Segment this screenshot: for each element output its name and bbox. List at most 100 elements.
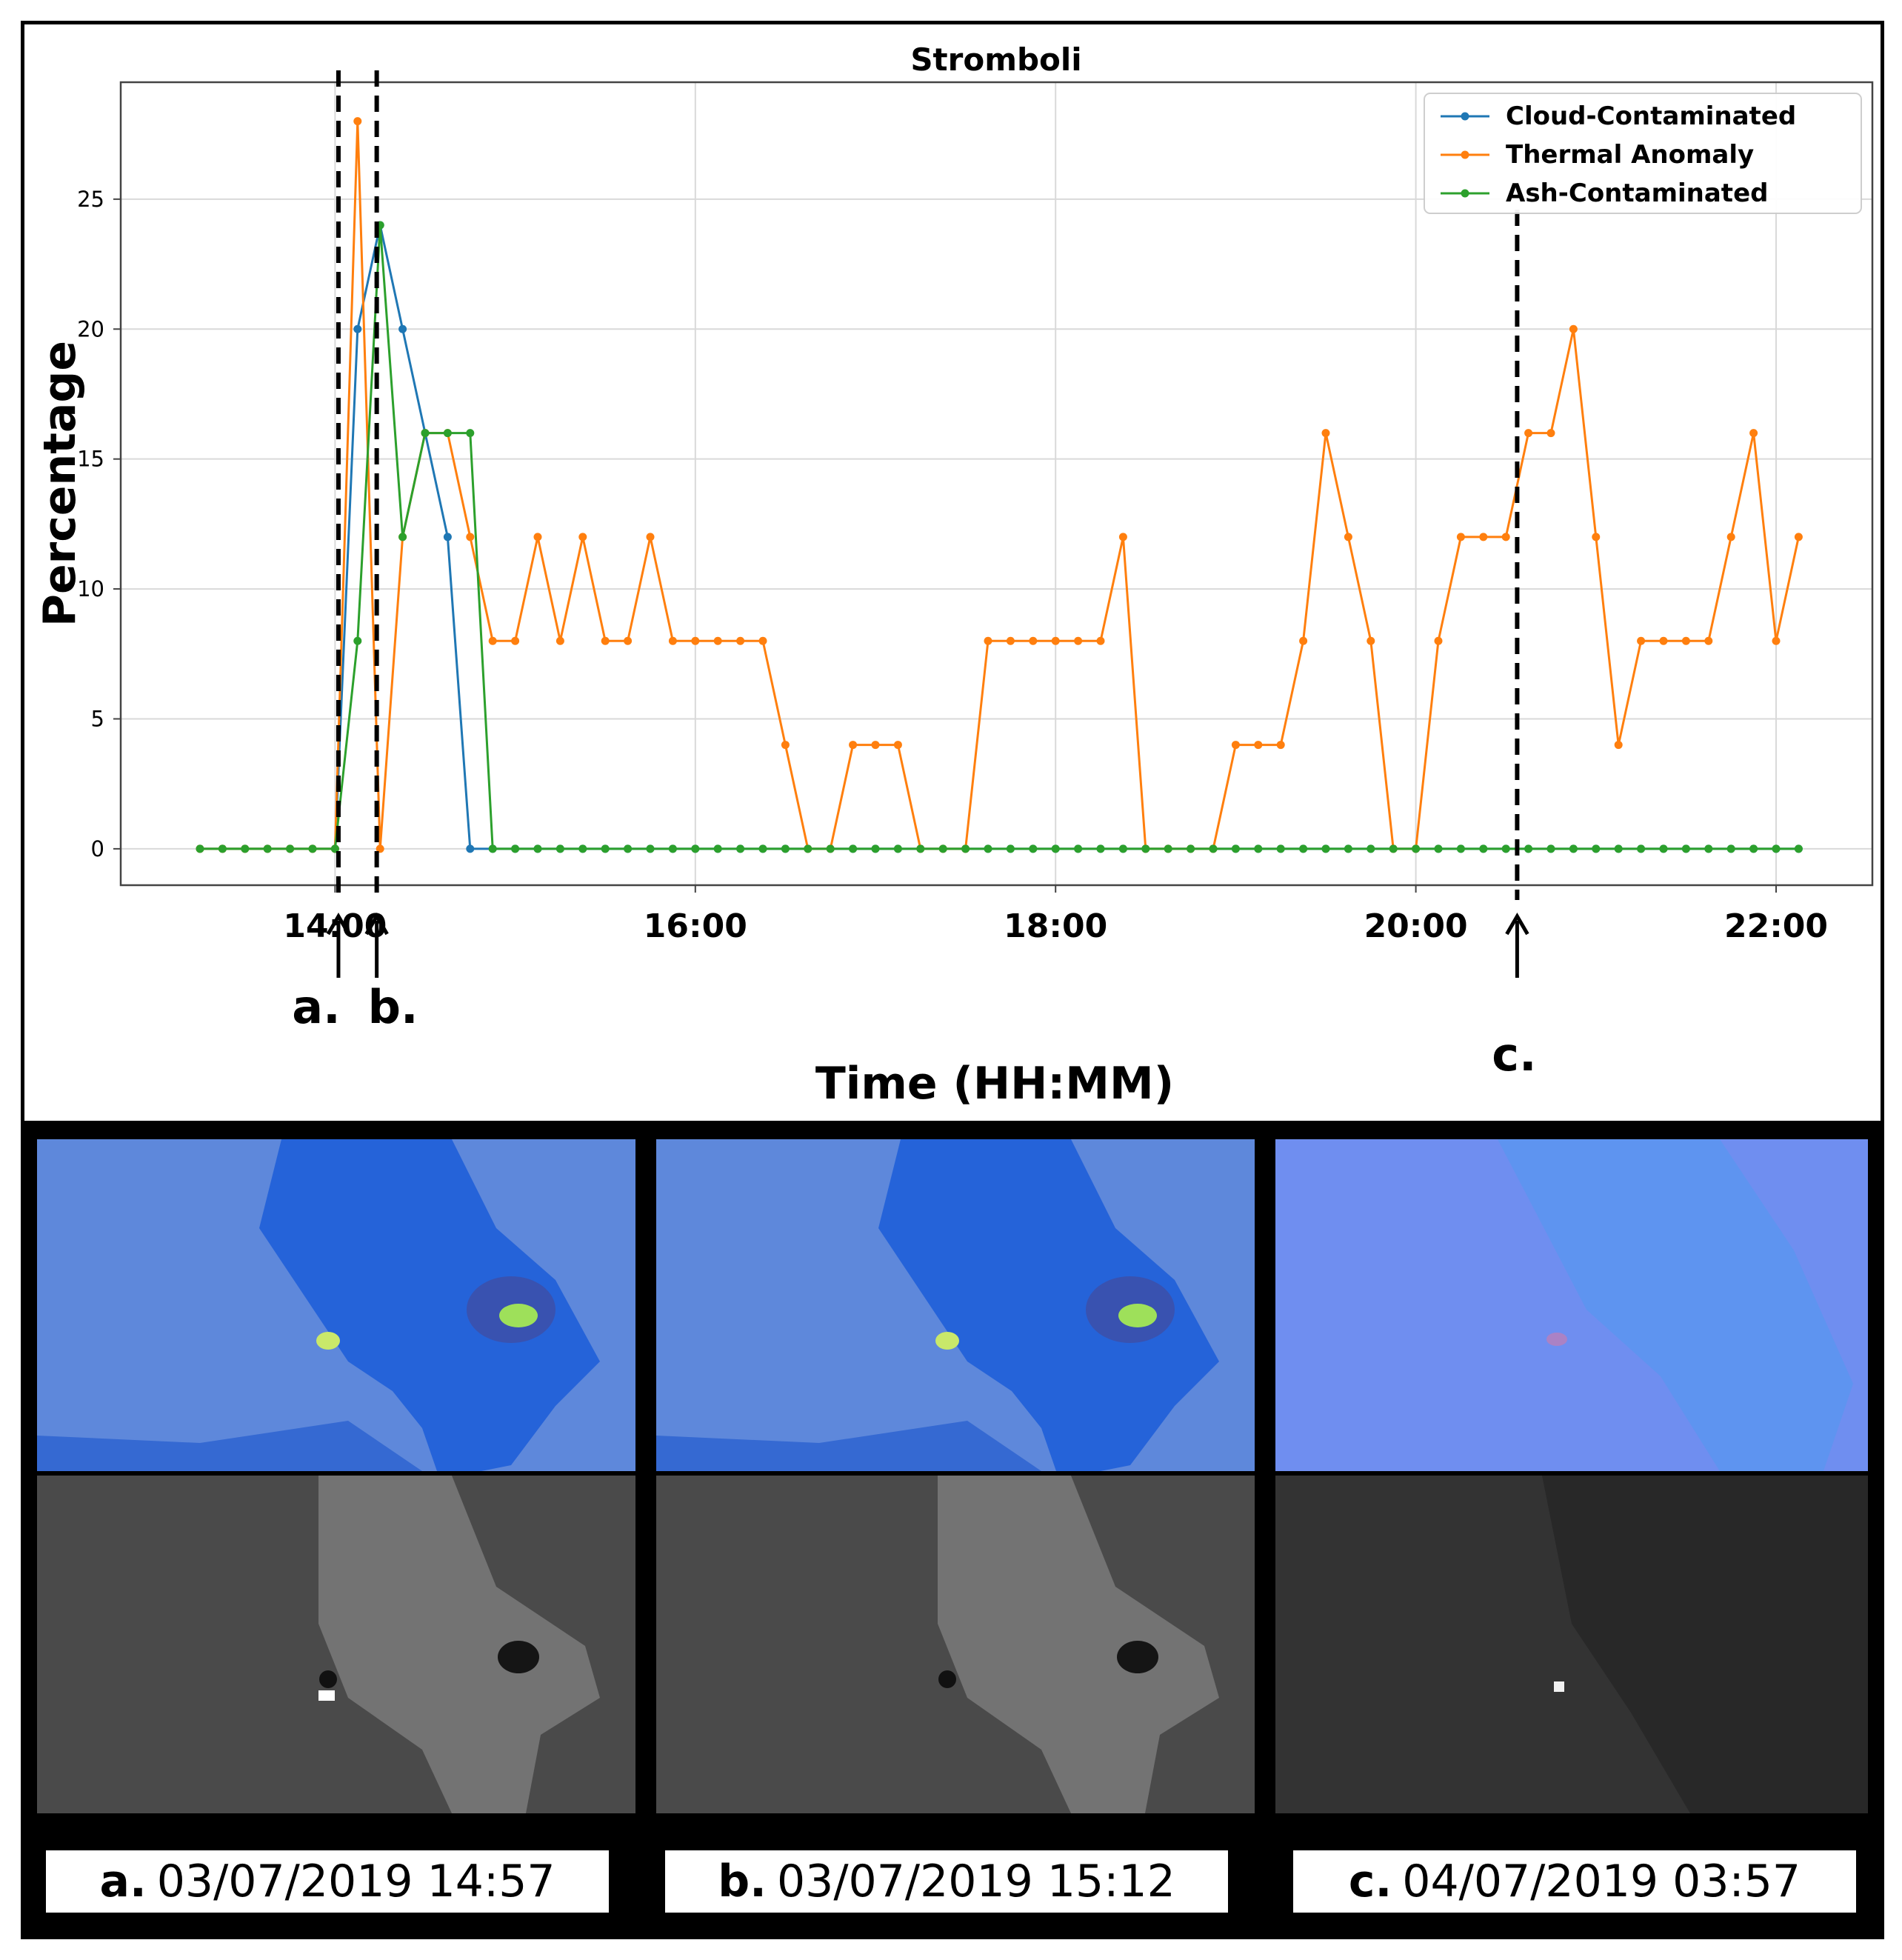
y-axis-label: Percentage	[34, 341, 86, 627]
caption-c: c. 04/07/2019 03:57	[1293, 1850, 1856, 1913]
image-background	[1275, 1139, 1868, 1471]
line-chart: 051015202514:0016:0018:0020:0022:0000:00…	[34, 41, 1874, 1110]
green-patch	[1118, 1304, 1157, 1327]
data-point	[1029, 844, 1038, 853]
data-point	[1006, 636, 1015, 645]
data-point	[1051, 636, 1060, 645]
data-point	[758, 636, 767, 645]
caption-a-time: 03/07/2019 14:57	[156, 1856, 555, 1907]
x-tick-label: 22:00	[1724, 907, 1828, 945]
legend-entry: Cloud-Contaminated	[1506, 101, 1796, 131]
data-point	[1524, 429, 1533, 438]
x-tick-label: 20:00	[1364, 907, 1468, 945]
data-point	[1051, 844, 1060, 853]
data-point	[1187, 844, 1195, 853]
data-point	[1344, 533, 1352, 541]
data-point	[1096, 844, 1105, 853]
data-point	[1231, 844, 1240, 853]
marker-label: b.	[368, 980, 418, 1034]
data-point	[330, 844, 339, 853]
hotspot	[935, 1332, 959, 1350]
series-line	[200, 224, 1799, 850]
data-point	[1299, 844, 1308, 853]
data-point	[511, 636, 520, 645]
rgb-image-a	[37, 1139, 635, 1471]
caption-c-time: 04/07/2019 03:57	[1402, 1856, 1801, 1907]
data-point	[1367, 636, 1375, 645]
data-point	[1389, 844, 1398, 853]
y-tick-label: 10	[77, 576, 104, 601]
hotspot	[316, 1332, 340, 1350]
thermal-image-c	[1275, 1476, 1868, 1813]
series-line	[200, 224, 1799, 850]
data-point	[1501, 533, 1510, 541]
data-point	[1772, 636, 1781, 645]
data-point	[1456, 844, 1465, 853]
data-point	[1704, 636, 1713, 645]
data-point	[713, 844, 722, 853]
data-point	[871, 741, 880, 750]
series-3	[196, 221, 1803, 853]
data-point	[1659, 636, 1668, 645]
data-point	[826, 844, 835, 853]
caption-b-time: 03/07/2019 15:12	[776, 1856, 1175, 1907]
data-point	[421, 429, 430, 438]
event-markers: a. b. c.	[292, 70, 1537, 1081]
faint-spot	[1546, 1333, 1567, 1346]
data-point	[533, 533, 542, 541]
dark-spot	[498, 1641, 539, 1673]
rgb-image-c	[1275, 1139, 1868, 1471]
data-point	[511, 844, 520, 853]
y-tick-label: 5	[91, 706, 104, 731]
data-point	[1254, 741, 1263, 750]
marker-arrow-head	[1505, 913, 1529, 936]
data-point	[1029, 636, 1038, 645]
data-point	[1681, 844, 1690, 853]
data-point	[1681, 636, 1690, 645]
caption-a-label: a.	[99, 1856, 147, 1907]
data-point	[353, 117, 362, 126]
x-tick-label: 18:00	[1004, 907, 1107, 945]
data-point	[1164, 844, 1172, 853]
data-point	[398, 324, 407, 333]
data-point	[1074, 636, 1083, 645]
caption-b: b. 03/07/2019 15:12	[665, 1850, 1228, 1913]
plot-frame	[119, 81, 1874, 887]
chart-panel: 051015202514:0016:0018:0020:0022:0000:00…	[21, 21, 1884, 1124]
vent-spot	[938, 1670, 956, 1688]
data-point	[1614, 741, 1623, 750]
data-point	[241, 844, 250, 853]
chart-title: Stromboli	[910, 41, 1081, 78]
y-tick-label: 0	[91, 836, 104, 861]
data-point	[938, 844, 947, 853]
data-point	[893, 844, 902, 853]
data-point	[691, 636, 700, 645]
data-point	[1726, 533, 1735, 541]
data-point	[555, 844, 564, 853]
thermal-image-b	[656, 1476, 1255, 1813]
data-point	[1614, 844, 1623, 853]
data-point	[578, 844, 587, 853]
legend-marker	[1461, 150, 1469, 159]
marker-label: a.	[292, 980, 340, 1034]
data-point	[1637, 844, 1646, 853]
data-point	[1501, 844, 1510, 853]
data-point	[263, 844, 272, 853]
legend-marker	[1461, 112, 1469, 121]
data-point	[555, 636, 564, 645]
data-point	[1592, 533, 1601, 541]
data-point	[1637, 636, 1646, 645]
legend-marker	[1461, 189, 1469, 198]
x-axis-label: Time (HH:MM)	[815, 1058, 1174, 1110]
data-point	[1659, 844, 1668, 853]
data-point	[466, 533, 475, 541]
data-point	[1772, 844, 1781, 853]
data-point	[781, 741, 790, 750]
data-point	[376, 844, 384, 853]
data-point	[984, 636, 992, 645]
data-point	[1546, 844, 1555, 853]
data-point	[1794, 533, 1803, 541]
data-point	[1456, 533, 1465, 541]
data-point	[916, 844, 925, 853]
data-point	[961, 844, 970, 853]
